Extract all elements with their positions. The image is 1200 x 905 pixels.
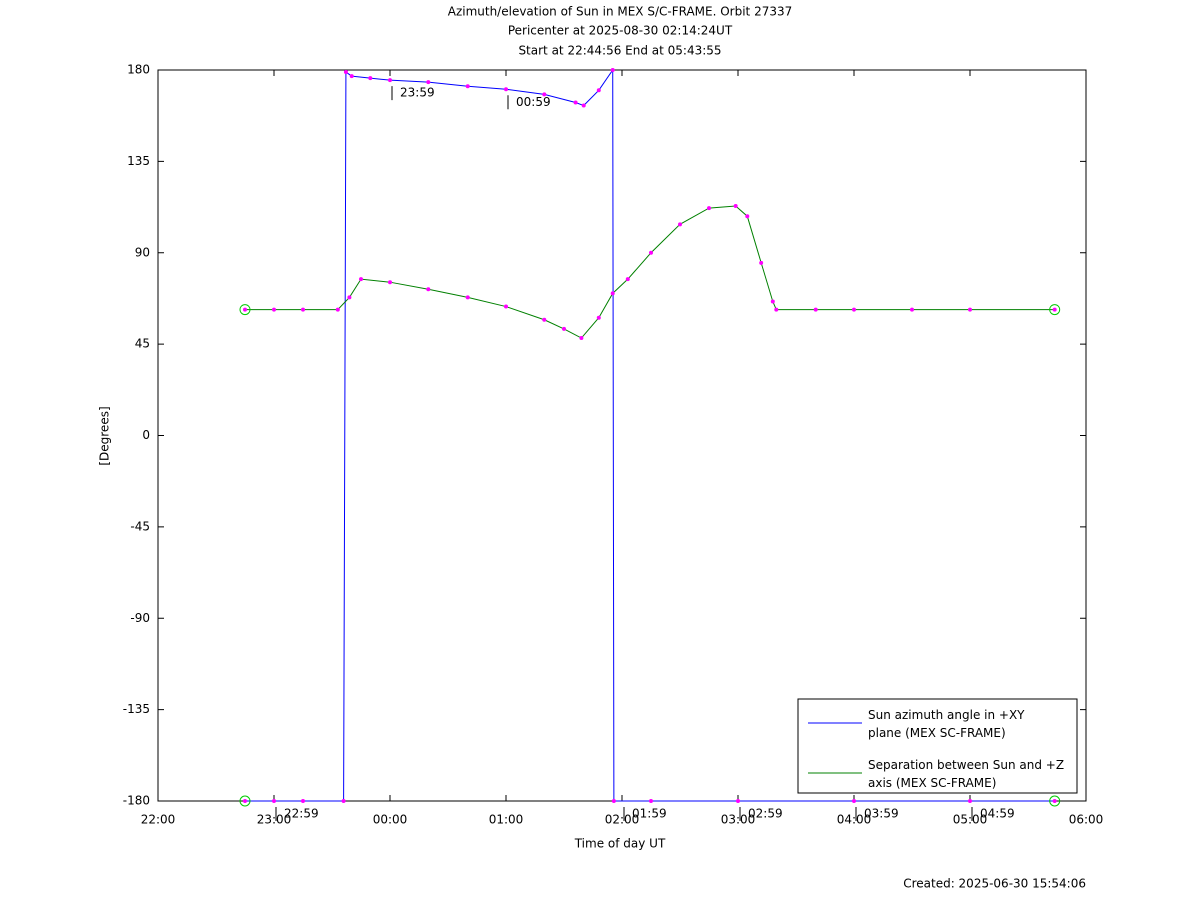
data-point (745, 214, 750, 219)
data-point (347, 295, 352, 300)
x-tick-label: 06:00 (1069, 813, 1104, 827)
data-point (359, 277, 363, 282)
data-point (341, 799, 346, 803)
data-point (272, 307, 276, 312)
x-tick-label: 03:00 (721, 813, 756, 827)
endpoint-marker (1049, 304, 1061, 316)
legend-label: Separation between Sun and +Z axis (MEX S… (868, 758, 1064, 790)
data-point (625, 277, 630, 282)
data-point (388, 280, 392, 285)
data-point (759, 260, 764, 265)
annotation: 22:59 (284, 807, 319, 821)
x-tick-label: 00:00 (373, 813, 408, 827)
y-tick-label: -180 (123, 794, 150, 808)
data-point (649, 250, 653, 255)
x-tick-label: 02:00 (605, 813, 640, 827)
chart-subtitle: Start at 22:44:56 End at 05:43:55 (518, 44, 721, 58)
data-point (243, 307, 247, 312)
annotation: 01:59 (632, 807, 667, 821)
data-point (649, 799, 653, 803)
plot-frame (157, 69, 1087, 802)
series-line (245, 68, 1055, 802)
data-point (504, 87, 508, 92)
series-line (245, 205, 1055, 339)
annotation: 02:59 (748, 807, 783, 821)
data-point (301, 799, 305, 803)
x-tick-label: 01:00 (489, 813, 524, 827)
legend-label: Sun azimuth angle in +XY plane (MEX SC-FR… (868, 708, 1025, 740)
data-point (736, 799, 740, 803)
data-point (1052, 799, 1057, 803)
data-point (573, 100, 578, 105)
data-point (343, 70, 348, 75)
data-point (388, 78, 392, 83)
y-tick-label: 180 (127, 63, 150, 77)
data-point (596, 315, 601, 320)
x-tick-label: 04:00 (837, 813, 872, 827)
annotation: 04:59 (980, 807, 1015, 821)
y-tick-label: 90 (135, 245, 150, 259)
y-tick-label: 135 (127, 154, 150, 168)
data-point (611, 799, 616, 803)
data-point (678, 222, 682, 227)
y-axis-label: [Degrees] (98, 406, 112, 465)
endpoint-marker (239, 304, 251, 316)
data-point (813, 307, 818, 312)
chart-subtitle: Pericenter at 2025-08-30 02:14:24UT (508, 24, 733, 38)
data-point (610, 68, 615, 72)
data-point (465, 295, 470, 300)
data-point (426, 80, 431, 85)
data-point (542, 317, 547, 322)
data-point (504, 304, 508, 309)
data-point (910, 307, 914, 312)
endpoint-marker (1049, 795, 1061, 807)
x-tick-label: 23:00 (257, 813, 292, 827)
chart-title: Azimuth/elevation of Sun in MEX S/C-FRAM… (448, 5, 793, 19)
data-point (774, 307, 779, 312)
data-point (542, 92, 547, 97)
data-point (581, 103, 586, 108)
data-point (335, 307, 340, 312)
data-point (733, 204, 738, 209)
annotation: 23:59 (400, 86, 435, 100)
data-point (707, 206, 711, 211)
data-point (1052, 307, 1057, 312)
data-point (426, 287, 431, 292)
annotation: 03:59 (864, 807, 899, 821)
x-tick-label: 22:00 (141, 813, 176, 827)
data-point (465, 84, 470, 89)
y-tick-label: -45 (130, 519, 150, 533)
y-tick-label: 0 (142, 428, 150, 442)
endpoint-marker (239, 795, 251, 807)
data-point (968, 799, 972, 803)
data-point (596, 88, 601, 93)
data-point (272, 799, 276, 803)
y-tick-label: -135 (123, 702, 150, 716)
data-point (368, 76, 373, 81)
x-tick-label: 05:00 (953, 813, 988, 827)
data-point (243, 799, 247, 803)
data-point (349, 74, 354, 79)
data-point (968, 307, 972, 312)
data-point (301, 307, 305, 312)
x-axis-label: Time of day UT (574, 837, 666, 851)
legend-box (797, 698, 1078, 794)
data-point (770, 299, 775, 304)
y-tick-label: -90 (130, 611, 150, 625)
y-tick-label: 45 (135, 337, 150, 351)
data-point (579, 336, 584, 341)
data-point (852, 307, 856, 312)
footer: Created: 2025-06-30 15:54:06 (903, 877, 1086, 891)
annotation: 00:59 (516, 95, 551, 109)
data-point (852, 799, 856, 803)
data-point (562, 326, 566, 331)
data-point (610, 291, 615, 296)
